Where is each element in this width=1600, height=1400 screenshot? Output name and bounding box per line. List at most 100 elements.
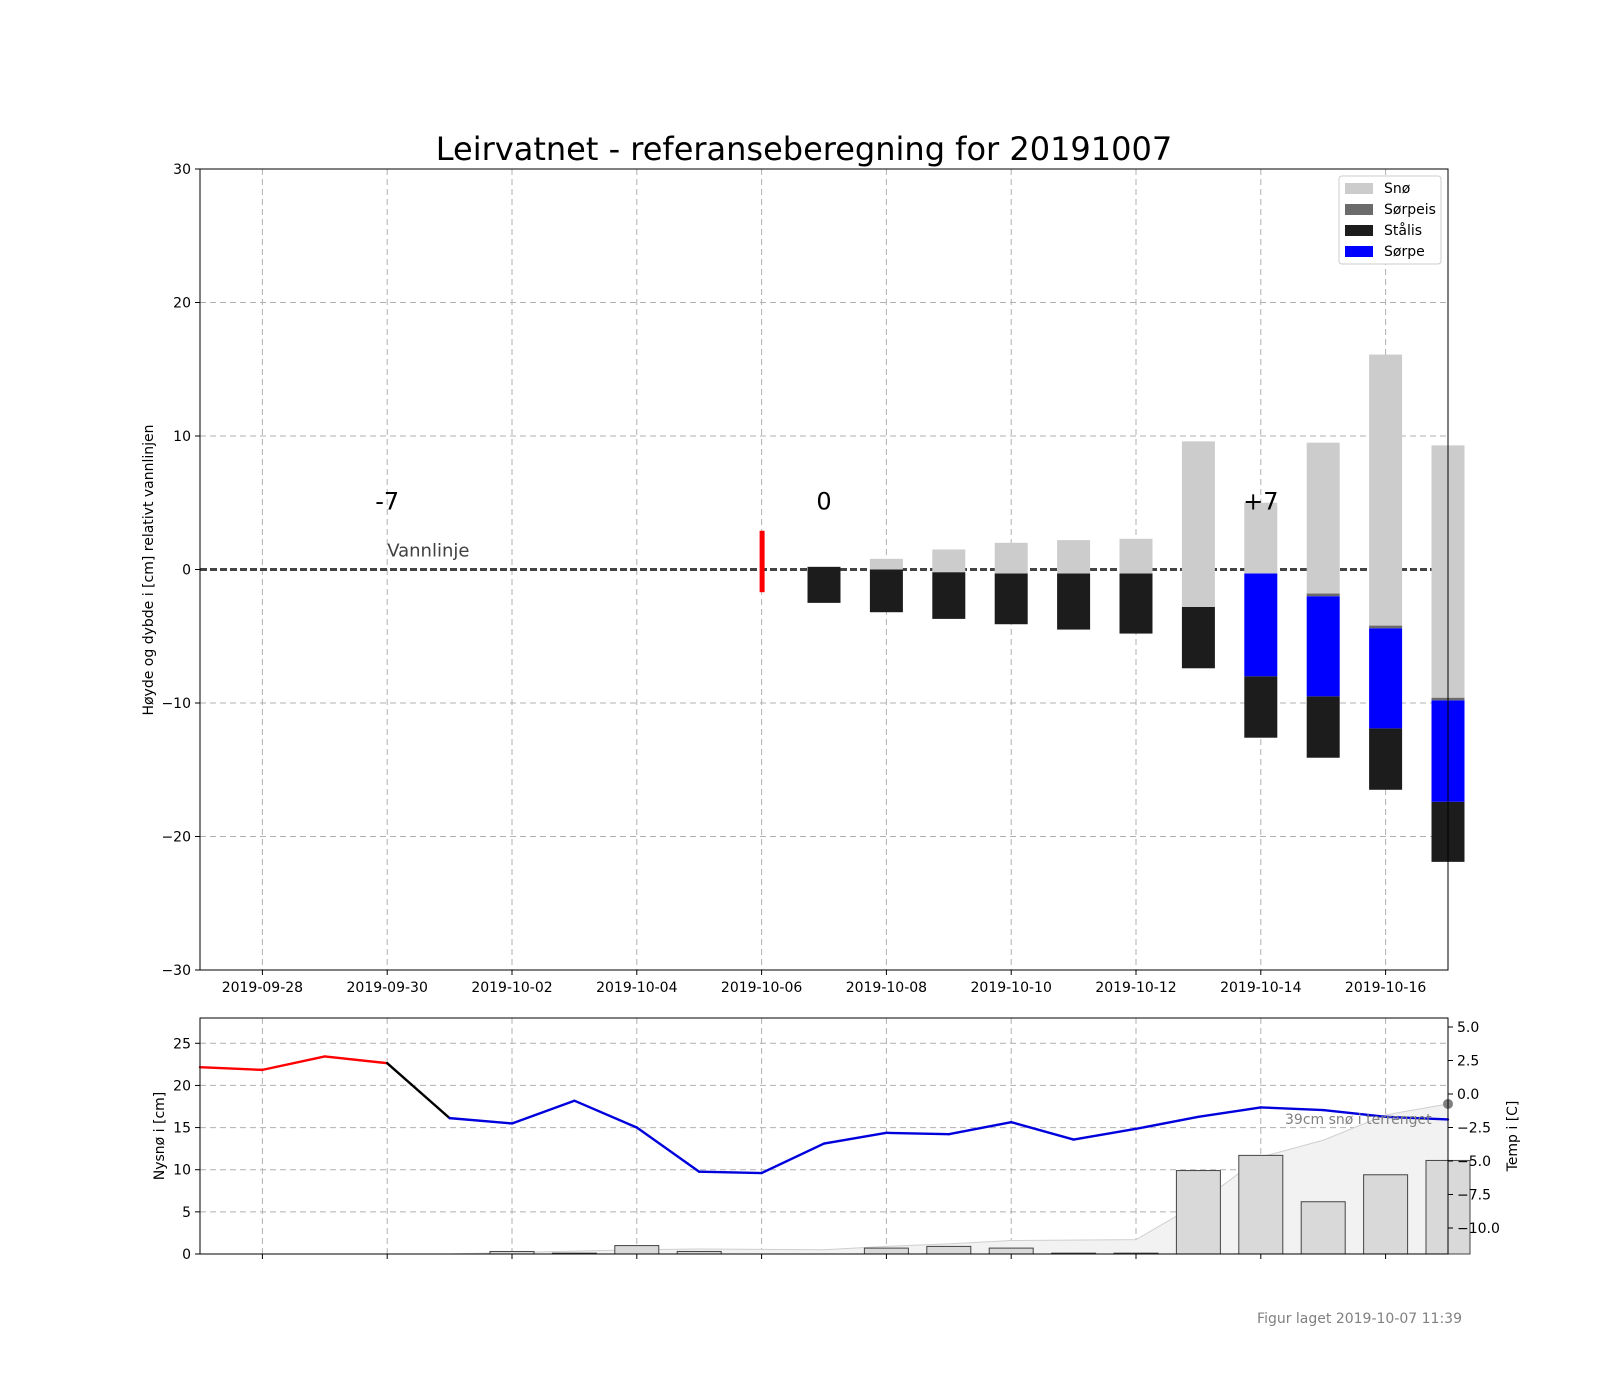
waterline-label: Vannlinje (387, 541, 469, 562)
new-snow-bar (926, 1245, 972, 1255)
legend-label-stalis: Stålis (1384, 222, 1422, 239)
temperature-segment (261, 1055, 326, 1072)
bottom-y-tick-label: 0 (182, 1247, 191, 1263)
bottom-y2-tick-label: 0.0 (1457, 1087, 1479, 1103)
top-x-tick-label: 2019-10-14 (1220, 980, 1301, 996)
stack-segment-sorpe (1244, 573, 1278, 677)
stack-segment-sno (1369, 354, 1403, 626)
temperature-segment (510, 1099, 576, 1125)
legend-swatch-stalis (1345, 225, 1373, 236)
top-y-tick-label: −20 (161, 830, 191, 846)
legend-label-sno: Snø (1384, 181, 1411, 197)
new-snow-bar (1363, 1174, 1409, 1255)
day-marker-label: -7 (375, 487, 399, 515)
stack-segment-sno (1306, 442, 1340, 594)
observation-marker (759, 530, 765, 593)
top-y-ticks: 30 20 10 0 −10 −20 −30 (161, 162, 200, 979)
temperature-segment (198, 1065, 264, 1072)
stack-segment-sno (1119, 538, 1153, 574)
bottom-y2-tick-label: 2.5 (1457, 1054, 1479, 1070)
stack-segment-stalis (932, 572, 966, 619)
top-y-tick-label: −30 (161, 963, 191, 979)
bottom-y-ticks: 25 20 15 10 5 0 (173, 1036, 200, 1263)
temperature-segment (448, 1116, 514, 1125)
temperature-segment (323, 1055, 389, 1065)
stack-segment-stalis (1119, 573, 1153, 634)
temperature-segment (822, 1131, 888, 1145)
temperature-segment (1134, 1115, 1200, 1131)
temperature-segment (573, 1099, 638, 1129)
stack-segment-stalis (869, 569, 903, 613)
temperature-segment (947, 1120, 1013, 1136)
temperature-segment (635, 1126, 701, 1173)
new-snow-bar (863, 1247, 909, 1255)
legend-swatch-sno (1345, 183, 1373, 194)
legend-swatch-sorpe (1345, 246, 1373, 257)
bottom-y-tick-label: 5 (182, 1205, 191, 1221)
stack-segment-sno (1181, 441, 1215, 607)
top-x-ticks: 2019-09-28 2019-09-30 2019-10-02 2019-10-04… (222, 970, 1426, 996)
legend-label-sorpe: Sørpe (1384, 244, 1425, 260)
stack-segment-stalis (807, 566, 841, 603)
top-y-tick-label: 0 (182, 563, 191, 579)
top-x-tick-label: 2019-10-04 (596, 980, 677, 996)
new-snow-bars (489, 1154, 1471, 1255)
new-snow-bar (1238, 1154, 1284, 1255)
top-y-tick-label: 10 (173, 429, 191, 445)
bottom-y2-tick-label: −2.5 (1457, 1121, 1491, 1137)
bottom-y-tick-label: 10 (173, 1163, 191, 1179)
temperature-segment (1321, 1108, 1387, 1118)
stack-segment-sorpeis (1369, 625, 1403, 629)
stack-segment-stalis (1244, 676, 1278, 738)
top-x-tick-label: 2019-10-12 (1095, 980, 1176, 996)
top-x-tick-label: 2019-10-02 (471, 980, 552, 996)
bottom-y-tick-label: 20 (173, 1078, 191, 1094)
new-snow-bar (614, 1245, 660, 1255)
day-markers: -7 0 +7 (375, 487, 1278, 515)
temperature-segment (1384, 1115, 1450, 1121)
bottom-plot-frame (199, 1017, 1449, 1255)
new-snow-bar (1175, 1170, 1221, 1255)
figure-footer: Figur laget 2019-10-07 11:39 (1257, 1311, 1462, 1327)
temperature-line (198, 1055, 1450, 1175)
stack-segment-sno (1057, 540, 1091, 574)
top-x-tick-label: 2019-10-16 (1345, 980, 1426, 996)
stack-segment-sno (932, 549, 966, 573)
bottom-y2-tick-label: −7.5 (1457, 1188, 1491, 1204)
stack-bars (759, 354, 1465, 862)
stack-segment-sno (1244, 502, 1278, 574)
bottom-y2-tick-label: −5.0 (1457, 1154, 1491, 1170)
temperature-segment (386, 1061, 451, 1120)
stack-segment-stalis (1306, 696, 1340, 758)
stack-segment-stalis (1057, 573, 1091, 630)
temperature-segment (760, 1142, 826, 1175)
bottom-y2-tick-label: 5.0 (1457, 1020, 1479, 1036)
stack-segment-sorpe (1306, 596, 1340, 697)
legend: Snø Sørpeis Stålis Sørpe (1338, 175, 1442, 265)
temperature-segment (1197, 1106, 1263, 1118)
top-x-tick-label: 2019-09-28 (222, 980, 303, 996)
top-y-tick-label: 20 (173, 296, 191, 312)
stack-segment-sno (869, 558, 903, 570)
top-x-tick-label: 2019-10-06 (721, 980, 802, 996)
temperature-segment (698, 1170, 763, 1175)
day-marker-label: +7 (1243, 487, 1278, 515)
new-snow-bar (1300, 1201, 1346, 1255)
bottom-y2-tick-label: −10.0 (1457, 1221, 1500, 1237)
legend-box (1338, 175, 1442, 265)
bottom-y-tick-label: 15 (173, 1121, 191, 1137)
stack-segment-stalis (994, 573, 1028, 625)
new-snow-bar (988, 1247, 1034, 1255)
temperature-segment (1259, 1106, 1325, 1112)
terrain-snow-annotation: 39cm snø i terrenget (1285, 1112, 1432, 1128)
temperature-segment (1072, 1127, 1138, 1141)
legend-label-sorpeis: Sørpeis (1384, 202, 1436, 218)
bottom-y2-ticks: 5.0 2.5 0.0 −2.5 −5.0 −7.5 −10.0 (1448, 1020, 1500, 1237)
stack-segment-stalis (1181, 606, 1215, 669)
day-marker-label: 0 (816, 487, 831, 515)
stack-segment-sorpe (1369, 628, 1403, 729)
stack-segment-sno (994, 542, 1028, 574)
top-chart: Vannlinje -7 0 +7 30 20 10 0 −10 −20 −30 2019-09… (141, 162, 1465, 996)
temperature-segment (1010, 1120, 1075, 1141)
